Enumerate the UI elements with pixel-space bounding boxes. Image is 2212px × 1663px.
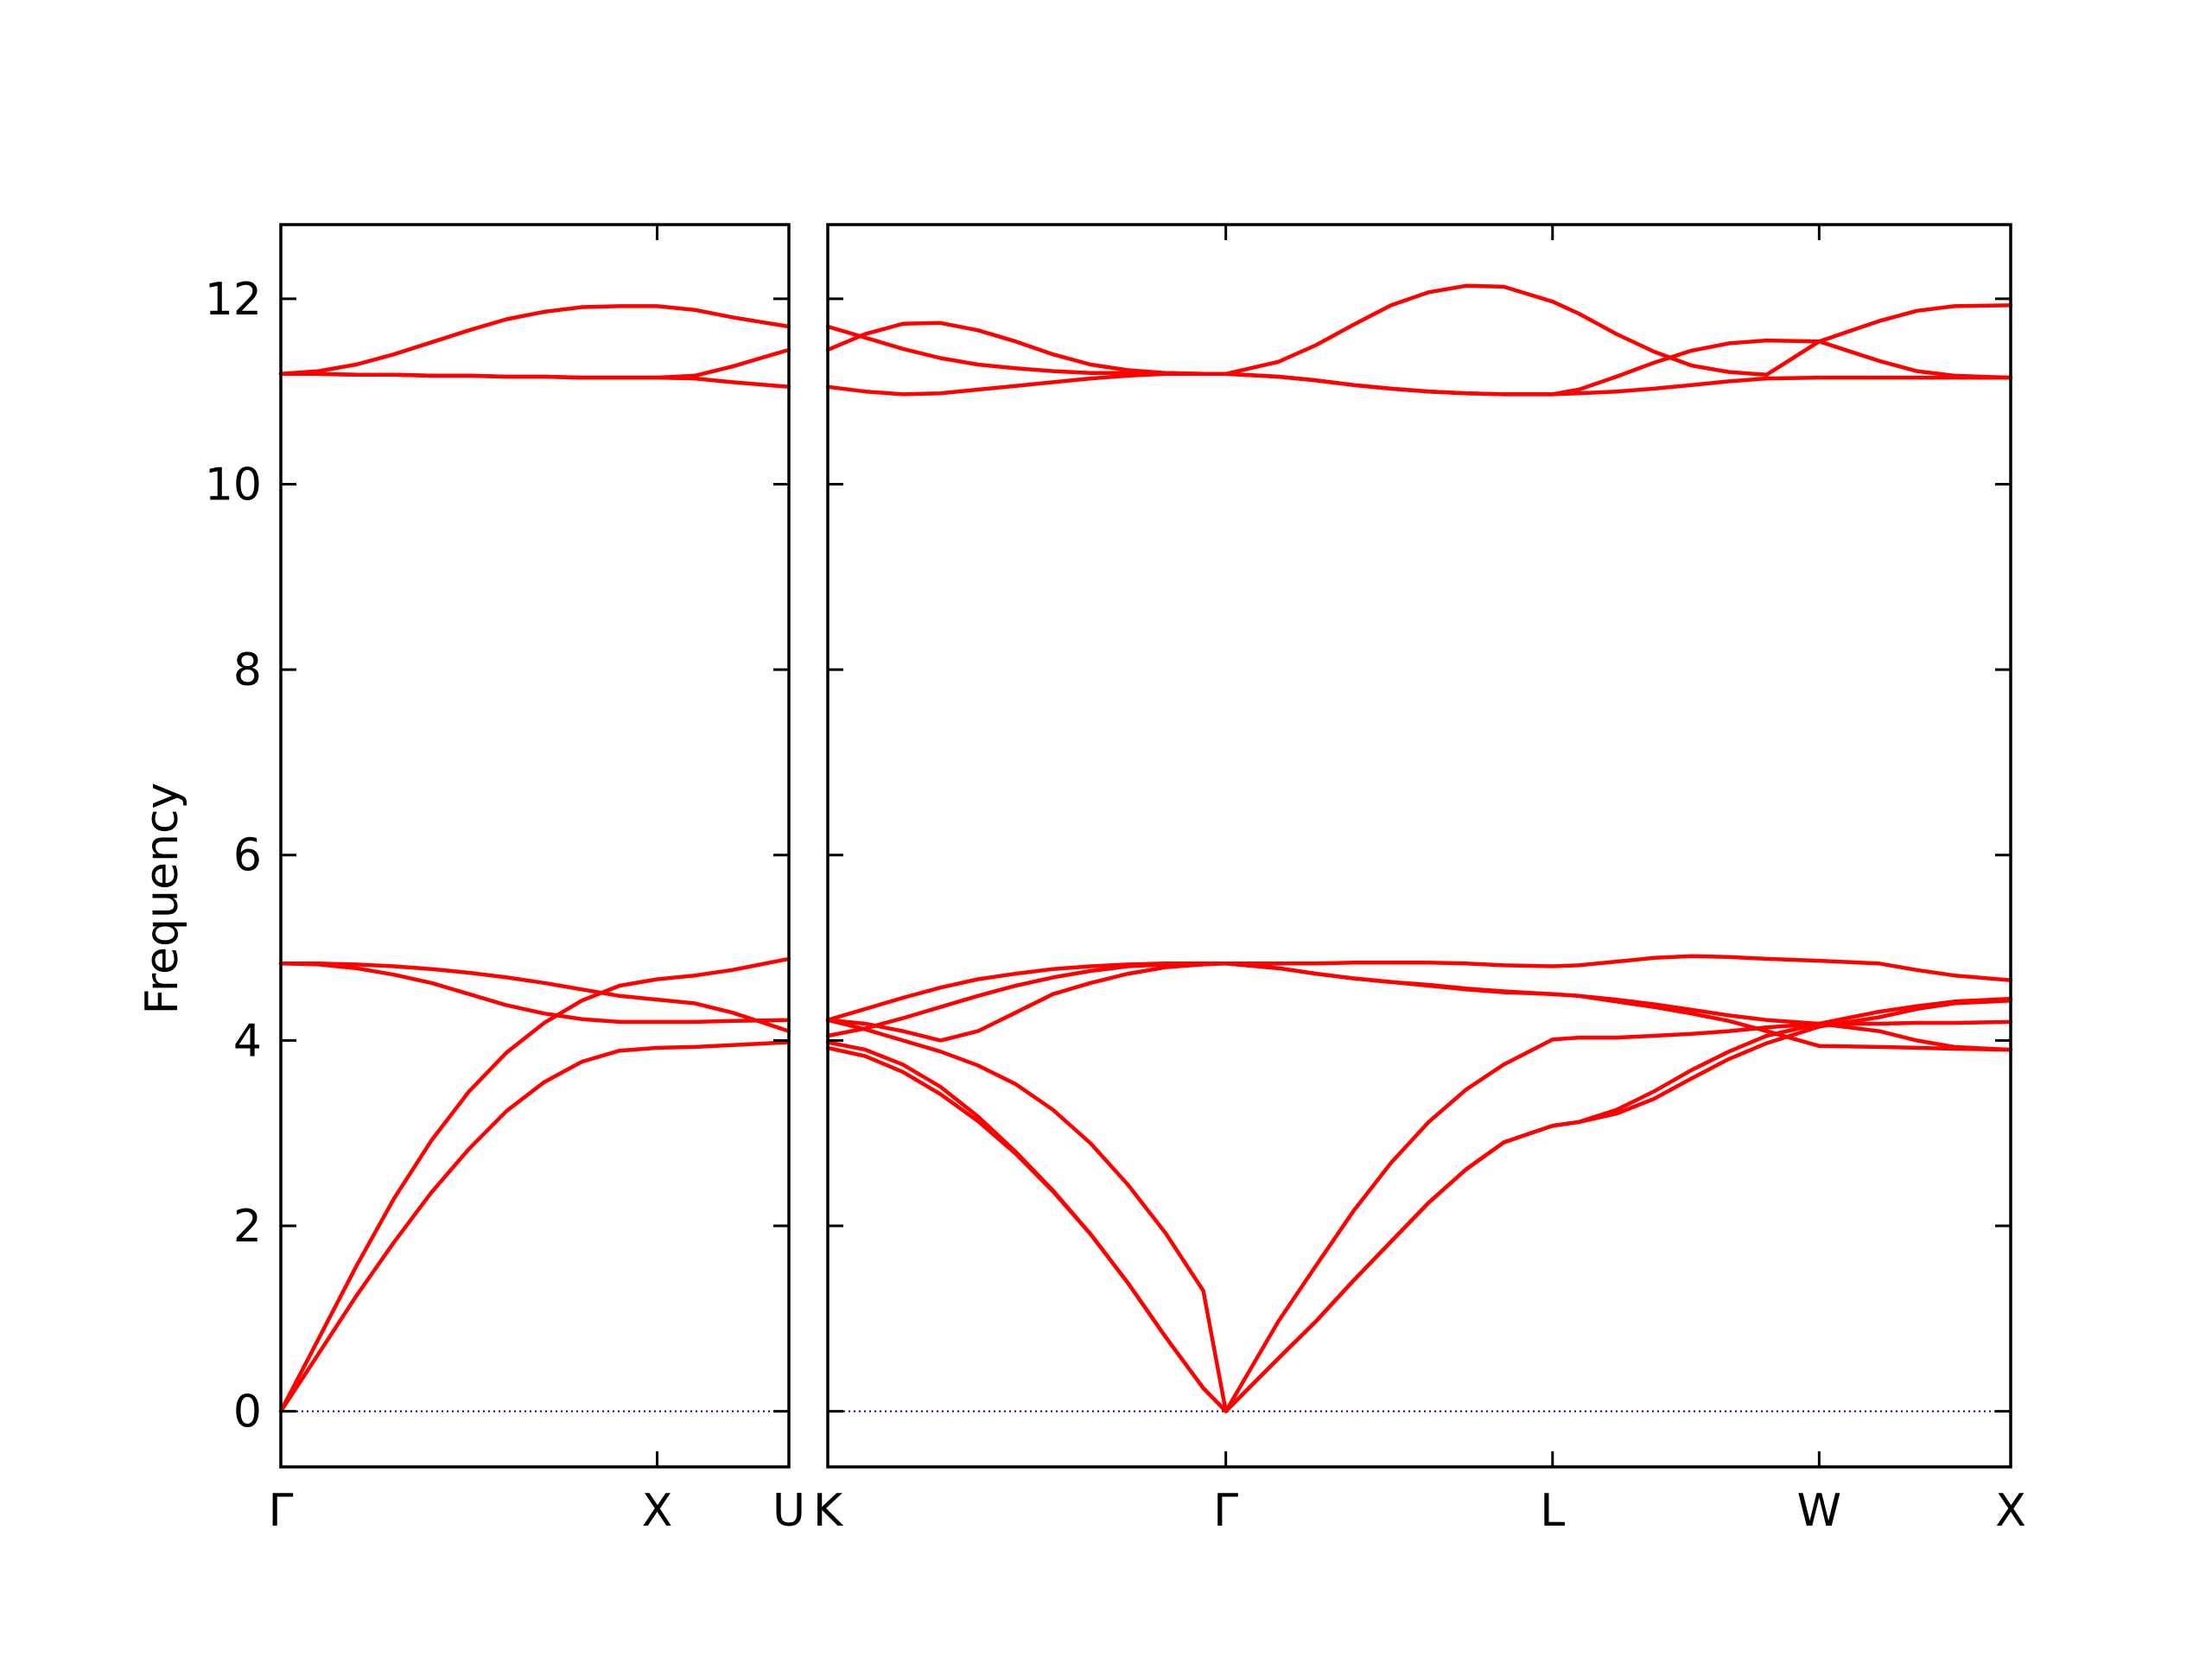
band-line-6 xyxy=(278,304,791,377)
x-tick-label: K xyxy=(813,1485,844,1537)
band-line-5 xyxy=(825,962,2013,1052)
band-line-1 xyxy=(278,1040,791,1413)
band-line-8 xyxy=(825,283,2013,378)
panel-frame xyxy=(826,223,2012,1469)
x-tick-label: X xyxy=(642,1485,673,1537)
y-tick-label: 4 xyxy=(233,1015,262,1067)
band-line-2 xyxy=(278,956,791,1413)
y-tick-label: 6 xyxy=(233,830,262,882)
band-line-1 xyxy=(825,996,2013,1413)
x-tick-label: W xyxy=(1797,1485,1841,1537)
y-tick-label: 8 xyxy=(233,644,262,696)
panel-frame xyxy=(279,223,791,1469)
band-line-6 xyxy=(825,962,2013,1052)
x-tick-label: X xyxy=(1995,1485,2026,1537)
band-line-7 xyxy=(278,347,791,380)
y-tick-label: 12 xyxy=(205,274,262,326)
band-line-3 xyxy=(825,954,2013,1038)
band-line-2 xyxy=(825,998,2013,1413)
y-tick-label: 2 xyxy=(233,1201,262,1253)
band-line-9 xyxy=(825,324,2013,397)
x-tick-label: Γ xyxy=(269,1485,294,1537)
band-line-4 xyxy=(278,962,791,1033)
x-tick-label: U xyxy=(772,1485,805,1537)
band-line-4 xyxy=(825,1018,2013,1413)
band-line-3 xyxy=(278,962,791,1025)
x-tick-label: Γ xyxy=(1213,1485,1238,1537)
y-tick-label: 0 xyxy=(233,1387,262,1438)
x-tick-label: L xyxy=(1540,1485,1565,1537)
y-tick-label: 10 xyxy=(205,459,262,511)
y-axis-label: Frequency xyxy=(137,783,188,1015)
